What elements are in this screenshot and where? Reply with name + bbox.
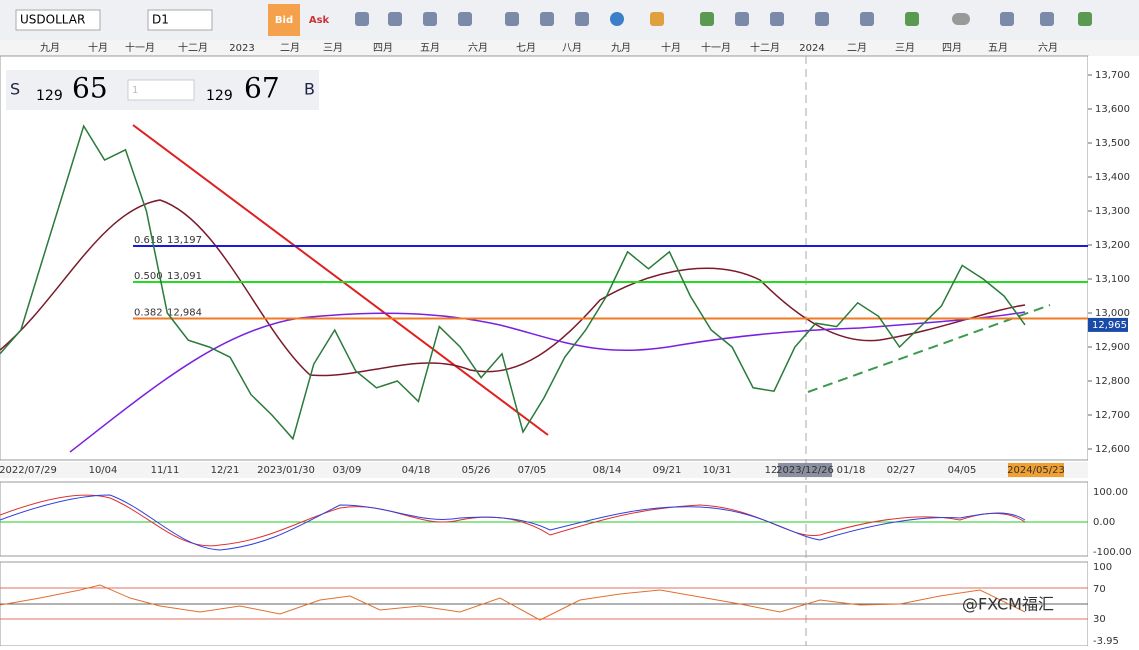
month-label: 九月 [40, 42, 60, 54]
sell-big: 129 [36, 88, 63, 104]
price-label: 13,500 [1095, 138, 1130, 149]
rsi-label: 100 [1093, 562, 1112, 573]
date-label: 12 [765, 465, 778, 476]
price-label: 13,700 [1095, 70, 1130, 81]
date-label: 2024/05/23 [1007, 465, 1065, 476]
date-label: 10/31 [703, 465, 732, 476]
lot: 1 [132, 85, 138, 96]
month-label: 九月 [611, 42, 631, 54]
month-label: 二月 [847, 42, 867, 54]
month-label: 五月 [988, 42, 1008, 54]
rsi-label: -3.95 [1093, 636, 1119, 646]
date-label: 09/21 [653, 465, 682, 476]
month-label: 六月 [1038, 42, 1058, 54]
toolbar-icons [355, 12, 1092, 26]
support-line [807, 304, 1051, 393]
date-highlight [1008, 463, 1064, 477]
date-label: 01/18 [837, 465, 866, 476]
month-label: 十月 [88, 41, 108, 54]
month-label: 三月 [895, 42, 915, 54]
moving-average [0, 199, 1026, 377]
month-label: 十月 [661, 41, 681, 54]
date-label: 08/14 [593, 465, 622, 476]
macd-label: -100.00 [1093, 547, 1132, 558]
price-label: 13,300 [1095, 206, 1130, 217]
month-label: 2024 [799, 43, 824, 54]
price-label: 13,100 [1095, 274, 1130, 285]
month-label: 四月 [373, 42, 393, 54]
date-label: 2023/01/30 [257, 465, 315, 476]
date-label: 2022/07/29 [0, 465, 57, 476]
rsi-label: 70 [1093, 584, 1106, 595]
date-label: 11/11 [151, 465, 180, 476]
current-price-tag [1088, 317, 1128, 332]
date-label: 07/05 [518, 465, 547, 476]
month-label: 八月 [562, 42, 582, 54]
current-price: 12,965 [1092, 320, 1127, 331]
month-label: 十一月 [701, 41, 731, 54]
buy-label[interactable]: B [304, 80, 315, 99]
price-line [0, 124, 1026, 441]
rsi-label: 30 [1093, 614, 1106, 625]
fib-price: 12,984 [167, 307, 202, 318]
fib-price: 13,197 [167, 235, 202, 246]
macd-label: 100.00 [1093, 487, 1128, 498]
date-label: 10/04 [89, 465, 118, 476]
fib-ratio: 0.618 [134, 235, 163, 246]
symbol: USDOLLAR [20, 13, 85, 27]
fib-price: 13,091 [167, 271, 202, 282]
price-label: 12,800 [1095, 376, 1130, 387]
watermark: @FXCM福汇 [962, 595, 1054, 614]
price-label: 13,000 [1095, 308, 1130, 319]
date-label: 04/18 [402, 465, 431, 476]
month-label: 六月 [468, 42, 488, 54]
month-label: 五月 [420, 42, 440, 54]
price-label: 12,700 [1095, 410, 1130, 421]
month-label: 二月 [280, 42, 300, 54]
time-axis-top [0, 40, 1139, 56]
price-label: 13,200 [1095, 240, 1130, 251]
macd-label: 0.00 [1093, 517, 1115, 528]
date-label: 03/09 [333, 465, 362, 476]
signal-line [0, 494, 1026, 551]
fib-ratio: 0.500 [134, 271, 163, 282]
month-label: 十二月 [750, 41, 780, 54]
month-label: 2023 [229, 43, 254, 54]
sell-pips: 65 [72, 72, 108, 105]
month-label: 四月 [942, 42, 962, 54]
price-label: 13,600 [1095, 104, 1130, 115]
date-label: 05/26 [462, 465, 491, 476]
price-pane [0, 55, 1089, 461]
sell-label[interactable]: S [10, 80, 20, 99]
rsi-line [0, 584, 1026, 621]
timeframe-select[interactable] [147, 9, 213, 31]
month-label: 十一月 [125, 41, 155, 54]
symbol-select[interactable] [15, 9, 101, 31]
bid-label: Bid [275, 15, 293, 26]
date-highlight [778, 463, 832, 477]
moving-average-long [69, 311, 1026, 453]
month-label: 七月 [516, 42, 536, 54]
buy-big: 129 [206, 88, 233, 104]
fib-ratio: 0.382 [134, 307, 163, 318]
macd-pane [0, 481, 1089, 557]
buy-pips: 67 [244, 72, 280, 105]
price-label: 12,900 [1095, 342, 1130, 353]
timeframe: D1 [152, 13, 169, 27]
price-label: 12,600 [1095, 444, 1130, 455]
date-label: 2023/12/26 [776, 465, 834, 476]
lot-input[interactable] [127, 79, 195, 101]
value-axis [1088, 56, 1139, 646]
date-label: 12/21 [211, 465, 240, 476]
month-label: 三月 [323, 42, 343, 54]
trend-line [132, 124, 549, 436]
date-label: 04/05 [948, 465, 977, 476]
date-label: 02/27 [887, 465, 916, 476]
month-label: 十二月 [178, 41, 208, 54]
bid-button[interactable] [268, 4, 300, 36]
price-label: 13,400 [1095, 172, 1130, 183]
ask-label[interactable]: Ask [309, 15, 330, 26]
